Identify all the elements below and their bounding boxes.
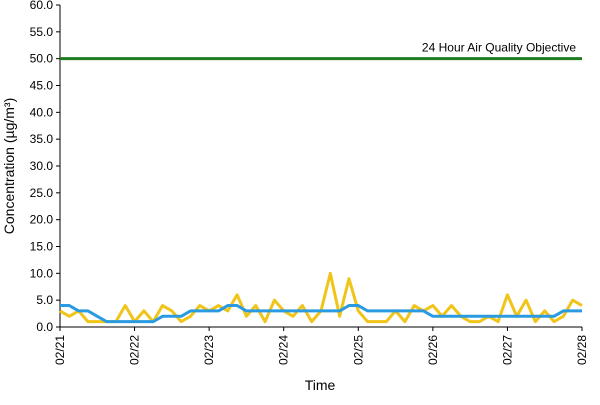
series-line — [60, 304, 582, 324]
x-tick-label: 02/23 — [202, 335, 216, 365]
y-tick-label: 50.0 — [30, 52, 54, 66]
y-axis-label: Concentration (µg/m³) — [1, 98, 17, 234]
series-line — [59, 271, 583, 324]
x-tick-label: 02/27 — [500, 335, 514, 365]
y-tick-label: 30.0 — [30, 159, 54, 173]
x-tick-label: 02/21 — [53, 335, 67, 365]
reference-label: 24 Hour Air Quality Objective — [422, 41, 576, 55]
y-tick-label: 20.0 — [30, 213, 54, 227]
y-tick-label: 35.0 — [30, 132, 54, 146]
y-tick-label: 10.0 — [30, 266, 54, 280]
y-tick-label: 60.0 — [30, 0, 54, 12]
y-tick-label: 5.0 — [36, 293, 53, 307]
x-axis-label: Time — [305, 377, 336, 393]
x-tick-label: 02/28 — [575, 335, 589, 365]
y-tick-label: 55.0 — [30, 25, 54, 39]
y-tick-label: 0.0 — [36, 320, 53, 334]
x-tick-label: 02/24 — [277, 335, 291, 365]
x-tick-label: 02/25 — [351, 335, 365, 365]
x-tick-label: 02/22 — [128, 335, 142, 365]
x-tick-label: 02/26 — [426, 335, 440, 365]
y-tick-label: 40.0 — [30, 105, 54, 119]
y-tick-label: 45.0 — [30, 79, 54, 93]
y-tick-label: 25.0 — [30, 186, 54, 200]
y-tick-label: 15.0 — [30, 240, 54, 254]
